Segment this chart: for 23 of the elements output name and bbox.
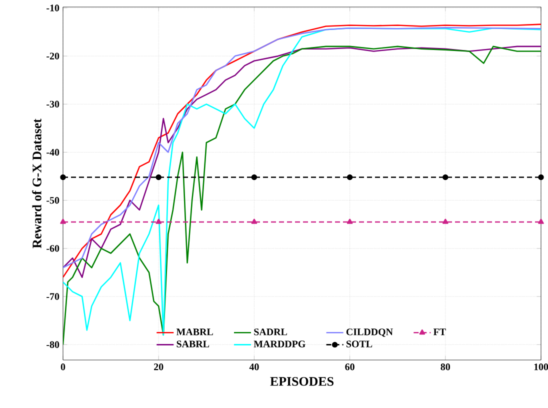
y-tick-label: -80 — [46, 341, 60, 348]
x-tick-label: 0 — [60, 364, 66, 370]
y-tick-label: -50 — [46, 196, 60, 204]
legend-label: SOTL — [346, 340, 372, 348]
legend-label: CILDDQN — [346, 328, 393, 337]
y-tick-label: -20 — [46, 52, 60, 60]
legend-label: FT — [433, 328, 446, 336]
x-tick-label: 60 — [345, 364, 354, 370]
legend-label: SABRL — [176, 340, 210, 348]
legend-label: MARDDPG — [254, 340, 306, 348]
x-tick-label: 40 — [249, 364, 259, 370]
y-tick-label: -40 — [46, 148, 60, 156]
x-tick-label: 20 — [154, 364, 164, 370]
legend-label: MABRL — [176, 328, 213, 336]
x-axis-title: EPISODES — [270, 377, 334, 386]
y-tick-label: -60 — [46, 245, 60, 252]
x-tick-label: 80 — [440, 364, 450, 370]
y-tick-label: -10 — [46, 4, 60, 12]
x-tick-label: 100 — [534, 364, 548, 370]
y-tick-label: -30 — [46, 100, 60, 108]
legend-label: SADRL — [254, 328, 288, 336]
y-tick-label: -70 — [46, 293, 60, 300]
y-axis-title: Reward of G-X Dataset — [32, 118, 42, 248]
